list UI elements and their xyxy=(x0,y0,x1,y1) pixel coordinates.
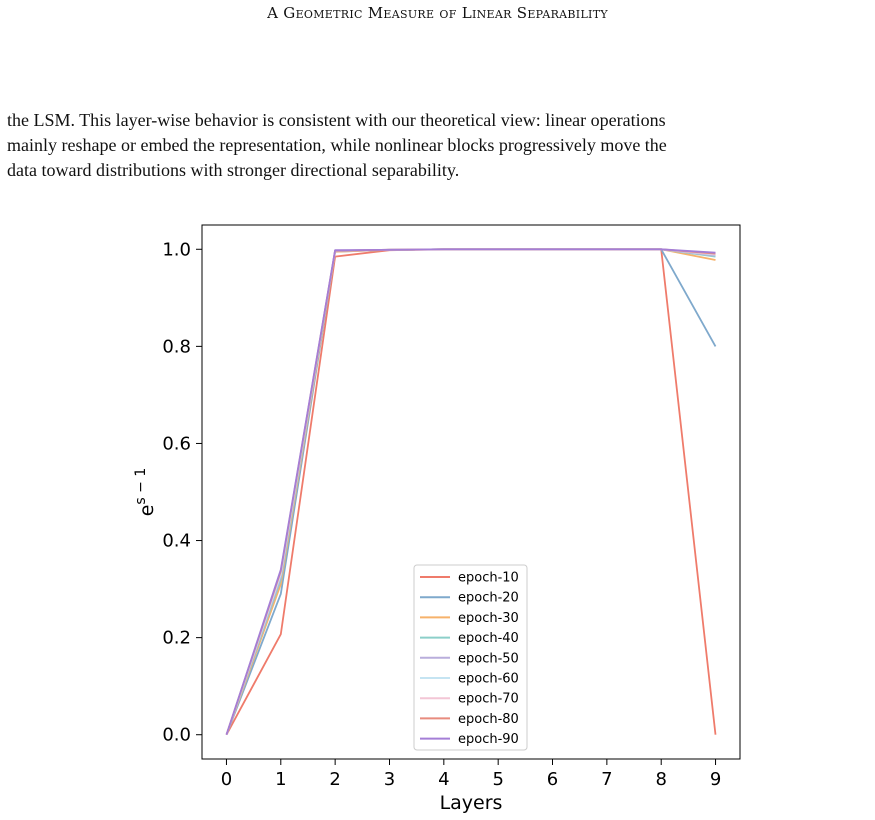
x-tick-label: 4 xyxy=(438,769,449,790)
x-axis-ticks: 0 1 2 3 4 5 6 7 8 9 xyxy=(221,759,721,790)
y-tick-label: 1.0 xyxy=(162,239,191,260)
x-tick-label: 7 xyxy=(601,769,612,790)
x-tick-label: 6 xyxy=(547,769,558,790)
x-tick-label: 1 xyxy=(275,769,286,790)
x-tick-label: 8 xyxy=(655,769,666,790)
running-head: A Geometric Measure of Linear Separabili… xyxy=(267,4,608,22)
legend-label: epoch-80 xyxy=(458,712,519,727)
paragraph-line-2: mainly reshape or embed the representati… xyxy=(7,135,667,155)
body-paragraph: the LSM. This layer-wise behavior is con… xyxy=(7,108,869,183)
series-lines xyxy=(225,248,717,736)
plot-frame xyxy=(201,224,741,760)
legend-label: epoch-70 xyxy=(458,692,519,707)
y-axis-title: es − 1 xyxy=(133,468,158,517)
paragraph-line-3: data toward distributions with stronger … xyxy=(7,160,460,180)
legend-box xyxy=(413,564,528,751)
x-axis-title: Layers xyxy=(440,792,503,814)
legend-label: epoch-60 xyxy=(458,672,519,687)
legend-label: epoch-40 xyxy=(458,631,519,646)
paragraph-line-1: the LSM. This layer-wise behavior is con… xyxy=(7,110,666,130)
y-tick-label: 0.6 xyxy=(162,433,191,454)
legend-label: epoch-10 xyxy=(458,571,519,586)
y-tick-label: 0.0 xyxy=(162,725,191,746)
series-line-epoch-90 xyxy=(225,248,716,735)
x-tick-label: 9 xyxy=(710,769,721,790)
x-tick-label: 0 xyxy=(221,769,232,790)
line-chart: 0 1 2 3 4 5 6 7 8 9 0.0 0.2 0.4 0.6 0.8 1.0 Layers es … xyxy=(133,224,741,814)
legend-label: epoch-30 xyxy=(458,611,519,626)
y-axis-title-exponent: s − 1 xyxy=(133,468,149,505)
legend-label: epoch-20 xyxy=(458,591,519,606)
x-tick-label: 5 xyxy=(492,769,503,790)
y-tick-label: 0.8 xyxy=(162,336,191,357)
x-tick-label: 2 xyxy=(329,769,340,790)
y-tick-label: 0.4 xyxy=(162,531,191,552)
y-axis-title-base: e xyxy=(136,505,158,517)
x-tick-label: 3 xyxy=(384,769,395,790)
legend: epoch-10 epoch-20 epoch-30 epoch-40 epoch-50… xyxy=(413,564,528,751)
legend-label: epoch-50 xyxy=(458,651,519,666)
legend-label: epoch-90 xyxy=(458,732,519,747)
y-axis-ticks: 0.0 0.2 0.4 0.6 0.8 1.0 xyxy=(162,239,202,746)
y-tick-label: 0.2 xyxy=(162,628,191,649)
